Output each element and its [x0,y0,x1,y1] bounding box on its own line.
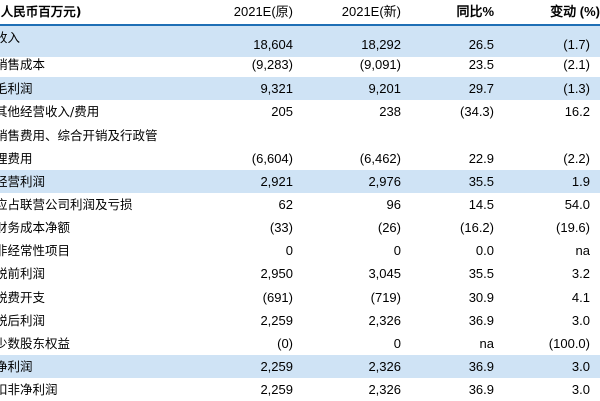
row-value-new: 18,292 [361,37,401,52]
row-value-change: (1.7) [563,37,590,52]
row-value-new: (9,091) [359,57,401,72]
row-value-new: 0 [393,243,401,258]
row-label: 销售成本 [0,57,46,72]
row-value-original: 0 [285,243,293,258]
row-label: 财务成本净额 [0,220,71,235]
row-value-original: (6,604) [251,151,293,166]
row-value-yoy: 30.9 [468,290,494,305]
row-value-yoy: 26.5 [468,37,494,52]
row-label: 应占联营公司利润及亏损 [0,197,133,212]
table-row-gross-profit: 毛利润 9,321 9,201 29.7 (1.3) [0,77,600,100]
table-row-adjusted-net-profit: 扣非净利润 2,259 2,326 36.9 3.0 [0,378,600,401]
row-value-yoy: 29.7 [468,81,494,96]
row-value-original: 2,259 [260,359,293,374]
row-value-yoy: 36.9 [468,382,494,397]
table-row-operating-profit: 经营利润 2,921 2,976 35.5 1.9 [0,170,600,193]
row-value-change: na [575,243,590,258]
row-label: 理费用 [0,151,33,166]
row-value-change: 16.2 [564,104,590,119]
row-value-original: 205 [271,104,293,119]
row-value-yoy: 36.9 [468,313,494,328]
row-value-new: 2,326 [368,382,401,397]
table-row-other-operating: 其他经营收入/费用 205 238 (34.3) 16.2 [0,100,600,123]
table-row-sga-line2: 理费用 (6,604) (6,462) 22.9 (2.2) [0,147,600,170]
header-col-yoy: 同比% [456,4,494,19]
row-value-yoy: 0.0 [475,243,494,258]
row-value-change: 3.0 [571,313,590,328]
row-value-yoy: (16.2) [460,220,494,235]
row-value-yoy: 14.5 [468,197,494,212]
row-value-change: 3.0 [571,382,590,397]
table-row-pretax-profit: 税前利润 2,950 3,045 35.5 3.2 [0,262,600,285]
row-value-yoy: 35.5 [468,174,494,189]
row-value-new: 3,045 [368,266,401,281]
row-value-new: 9,201 [368,81,401,96]
row-label: 收入 [0,30,21,45]
row-value-change: (19.6) [556,220,590,235]
header-col-change: 变动 (%) [550,4,600,19]
row-value-original: 2,921 [260,174,293,189]
row-label: 销售费用、综合开销及行政管 [0,128,158,143]
row-value-yoy: 22.9 [468,151,494,166]
row-value-yoy: na [479,336,494,351]
row-value-yoy: 35.5 [468,266,494,281]
row-label: 非经常性项目 [0,243,71,258]
row-value-change: 3.2 [571,266,590,281]
row-value-yoy: 36.9 [468,359,494,374]
row-value-original: (0) [277,336,293,351]
row-label: 扣非净利润 [0,382,58,397]
row-value-original: 9,321 [260,81,293,96]
table-header: (人民币百万元) 2021E(原) 2021E(新) 同比% 变动 (%) [0,0,600,26]
header-col-2021e-original: 2021E(原) [233,4,293,19]
table-row-finance-cost: 财务成本净额 (33) (26) (16.2) (19.6) [0,216,600,239]
table-row-cogs: 销售成本 (9,283) (9,091) 23.5 (2.1) [0,53,600,76]
row-value-original: (33) [269,220,293,235]
row-value-yoy: 23.5 [468,57,494,72]
row-value-new: 2,976 [368,174,401,189]
row-label: 经营利润 [0,174,46,189]
row-value-original: 2,950 [260,266,293,281]
row-value-new: 238 [379,104,401,119]
table-row-tax-expense: 税费开支 (691) (719) 30.9 4.1 [0,286,600,309]
row-value-change: 4.1 [571,290,590,305]
row-value-original: 18,604 [253,37,293,52]
row-value-change: 3.0 [571,359,590,374]
header-col-2021e-new: 2021E(新) [341,4,401,19]
row-label: 其他经营收入/费用 [0,104,100,119]
row-value-change: (1.3) [563,81,590,96]
row-value-change: 54.0 [564,197,590,212]
row-value-new: 2,326 [368,313,401,328]
row-label: 毛利润 [0,81,33,96]
row-value-change: (2.2) [563,151,590,166]
row-value-new: (719) [370,290,401,305]
row-label: 税前利润 [0,266,46,281]
row-value-yoy: (34.3) [460,104,494,119]
row-value-change: (2.1) [563,57,590,72]
row-value-original: 2,259 [260,382,293,397]
row-value-new: (26) [377,220,401,235]
table-row-after-tax-profit: 税后利润 2,259 2,326 36.9 3.0 [0,309,600,332]
row-value-original: 62 [278,197,293,212]
row-value-original: (9,283) [251,57,293,72]
table-row-associates: 应占联营公司利润及亏损 62 96 14.5 54.0 [0,193,600,216]
table-row-revenue: 收入 18,604 18,292 26.5 (1.7) [0,26,600,57]
row-label: 净利润 [0,359,33,374]
row-label: 税后利润 [0,313,46,328]
row-value-original: 2,259 [260,313,293,328]
row-value-change: (100.0) [548,336,590,351]
table-row-minority-interest: 少数股东权益 (0) 0 na (100.0) [0,332,600,355]
row-value-new: 0 [393,336,401,351]
row-value-new: (6,462) [359,151,401,166]
row-value-original: (691) [262,290,293,305]
row-label: 税费开支 [0,290,46,305]
table-row-non-recurring: 非经常性项目 0 0 0.0 na [0,239,600,262]
table-row-sga-line1: 销售费用、综合开销及行政管 [0,124,600,147]
header-label: (人民币百万元) [0,4,82,19]
row-value-change: 1.9 [571,174,590,189]
row-value-new: 2,326 [368,359,401,374]
table-row-net-profit: 净利润 2,259 2,326 36.9 3.0 [0,355,600,378]
row-label: 少数股东权益 [0,336,71,351]
row-value-new: 96 [386,197,401,212]
